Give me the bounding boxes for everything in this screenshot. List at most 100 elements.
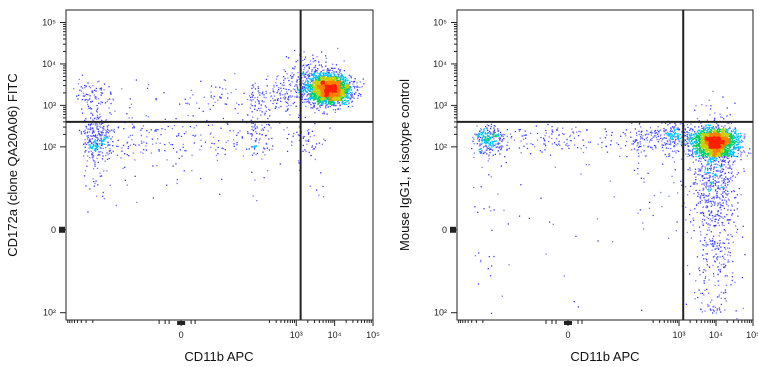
event-dot [280,105,282,108]
event-dot [105,147,107,149]
event-dot [210,91,212,93]
event-dot [287,108,289,110]
event-dot [261,158,263,160]
event-dot [219,96,221,98]
event-dot [346,82,348,84]
event-dot [308,131,310,134]
event-dot [724,172,727,174]
event-dot [336,83,338,86]
event-dot [715,218,717,220]
event-dot [351,91,353,94]
event-dot [742,146,744,148]
event-dot [336,90,339,92]
event-dot [318,96,320,99]
event-dot [708,193,710,195]
event-dot [87,99,89,101]
event-dot [721,148,724,151]
event-dot [141,127,143,130]
event-dot [696,131,699,133]
event-dot [719,131,721,133]
event-dot [713,310,715,312]
event-dot [96,157,98,160]
event-dot [320,93,322,95]
event-dot [713,215,715,217]
event-dot [88,144,90,146]
event-dot [249,99,251,101]
event-dot [740,153,742,155]
event-dot [163,92,165,94]
event-dot [129,134,132,137]
event-dot [133,125,135,127]
event-dot [106,130,108,133]
event-dot [311,130,314,132]
event-dot [324,80,326,82]
event-dot [294,96,296,98]
event-dot [353,80,356,83]
event-dot [321,82,323,84]
event-dot [263,101,265,103]
event-dot [289,95,291,97]
event-dot [101,87,103,89]
event-dot [85,86,87,88]
event-dot [350,96,352,98]
event-dot [313,97,315,100]
event-dot [728,192,730,195]
event-dot [330,87,332,89]
event-dot [80,90,83,92]
event-dot [242,155,245,157]
event-dot [204,141,207,143]
event-dot [167,125,169,128]
event-dot [333,72,335,75]
event-dot [340,83,342,85]
event-dot [258,107,260,110]
event-dot [317,98,319,100]
event-dot [700,234,702,236]
event-dot [135,79,137,81]
event-dot [100,139,102,141]
event-dot [729,164,731,166]
event-dot [283,87,285,90]
event-dot [705,173,707,175]
event-dot [94,140,96,142]
event-dot [703,219,706,221]
event-dot [330,73,332,75]
event-dot [298,162,300,164]
event-dot [726,131,728,133]
event-dot [339,98,341,100]
event-dot [318,61,320,63]
event-dot [275,82,277,84]
event-dot [91,90,93,92]
event-dot [321,102,324,105]
event-dot [86,165,88,167]
event-dot [315,77,317,79]
event-dot [287,98,289,101]
event-dot [708,134,710,136]
event-dot [688,139,690,142]
event-dot [339,104,341,107]
event-dot [110,93,112,95]
event-dot [96,146,98,148]
event-dot [328,87,330,89]
event-dot [693,137,696,139]
event-dot [151,143,154,145]
event-dot [692,224,694,226]
event-dot [706,163,709,166]
event-dot [722,196,724,198]
event-dot [89,123,92,126]
event-dot [311,86,314,89]
event-dot [699,174,701,176]
event-dot [297,76,299,78]
event-dot [320,99,322,101]
event-dot [258,103,260,105]
y-tick-label: 0 [51,225,56,235]
event-dot [337,79,339,81]
event-dot [322,80,324,82]
event-dot [98,143,100,145]
event-dot [175,163,177,165]
event-dot [276,76,278,78]
event-dot [725,142,727,144]
event-dot [318,109,320,112]
event-dot [313,86,315,88]
event-dot [711,299,713,301]
event-dot [710,181,712,183]
